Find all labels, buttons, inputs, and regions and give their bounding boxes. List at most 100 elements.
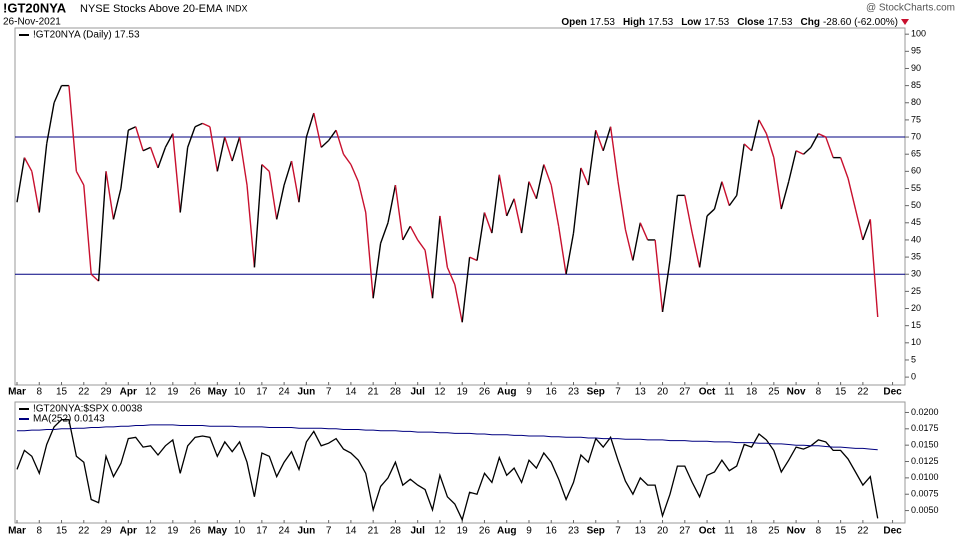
line-segment (535, 164, 545, 199)
line-segment (394, 184, 404, 241)
y-tick-label: 100 (911, 29, 926, 39)
y-tick-label: 45 (911, 217, 921, 227)
line-segment (787, 150, 797, 182)
line-segment (75, 171, 85, 186)
line-segment (246, 185, 256, 268)
line-segment (691, 232, 701, 268)
line-segment (780, 181, 790, 210)
down-arrow (901, 19, 909, 25)
y-tick-label: 30 (911, 269, 921, 279)
line-segment (595, 129, 604, 152)
y-tick-label: 85 (911, 80, 921, 90)
legend-label: MA(252) 0.0143 (33, 414, 105, 425)
line-segment (202, 122, 211, 128)
line-segment (454, 284, 463, 323)
line-segment (194, 122, 203, 128)
line-segment (669, 195, 679, 261)
quote-label: Close (737, 17, 765, 28)
x-tick-label: 12 (434, 387, 446, 398)
x-tick-label: Mar (8, 526, 26, 537)
line-segment (365, 212, 374, 299)
x-tick-label: 29 (100, 387, 112, 398)
line-segment (839, 157, 849, 179)
line-segment (632, 222, 641, 261)
quote-label: Chg (801, 17, 820, 28)
line-segment (446, 267, 456, 285)
x-tick-label: Oct (699, 387, 716, 398)
line-segment (498, 174, 508, 217)
line-segment (305, 112, 315, 138)
x-tick-label: Mar (8, 387, 26, 398)
line-segment (854, 208, 864, 241)
x-tick-label: 17 (256, 526, 268, 537)
x-tick-label: 15 (56, 387, 68, 398)
line-segment (142, 146, 151, 152)
line-segment (31, 171, 40, 213)
x-tick-label: Dec (883, 387, 902, 398)
line-segment (483, 212, 493, 234)
x-tick-label: Sep (587, 526, 605, 537)
line-segment (684, 195, 693, 234)
x-tick-label: 7 (615, 387, 621, 398)
x-tick-label: 26 (479, 526, 491, 537)
x-tick-label: 27 (679, 387, 691, 398)
x-tick-label: 29 (100, 526, 112, 537)
x-tick-label: 16 (546, 387, 558, 398)
line-segment (68, 85, 78, 172)
line-segment (825, 136, 834, 158)
x-tick-label: Apr (120, 387, 137, 398)
line-segment (38, 143, 48, 213)
y-tick-label: 55 (911, 183, 921, 193)
x-tick-label: 13 (635, 387, 647, 398)
x-tick-label: 21 (368, 387, 380, 398)
quote-value: 17.53 (704, 17, 729, 28)
line-segment (23, 157, 33, 172)
line-segment (795, 150, 804, 155)
x-tick-label: 28 (390, 387, 402, 398)
line-segment (164, 133, 174, 148)
line-segment (112, 188, 122, 220)
line-segment (750, 119, 760, 151)
x-tick-label: 27 (679, 526, 691, 537)
line-segment (179, 147, 189, 213)
line-segment (335, 129, 345, 155)
line-segment (342, 153, 352, 165)
line-segment (439, 215, 449, 268)
line-segment (409, 225, 419, 241)
source: @ StockCharts.com (866, 3, 955, 14)
x-tick-label: 14 (345, 526, 357, 537)
line-segment (743, 143, 753, 152)
x-tick-label: 15 (56, 526, 68, 537)
quote: Open 17.53 High 17.53 Low 17.53 Close 17.53 Chg -… (561, 17, 898, 28)
x-tick-label: 9 (526, 387, 532, 398)
line-segment (209, 126, 219, 172)
line-segment (818, 132, 827, 138)
line-segment (654, 239, 664, 313)
x-tick-label: 14 (345, 387, 357, 398)
x-tick-label: 28 (390, 526, 402, 537)
y-tick-label: 70 (911, 131, 921, 141)
line-segment (224, 136, 233, 162)
line-segment (216, 136, 226, 172)
y-tick-label: 0.0200 (911, 407, 939, 417)
line-segment (417, 239, 426, 251)
line-segment (268, 171, 278, 220)
line-segment (261, 163, 270, 172)
line-segment (491, 174, 500, 234)
y-tick-label: 90 (911, 63, 921, 73)
x-tick-label: 7 (615, 526, 621, 537)
line-segment (16, 157, 26, 203)
y-tick-label: 0 (911, 371, 916, 381)
line-segment (617, 181, 627, 230)
x-tick-label: 12 (145, 387, 157, 398)
line-segment (862, 219, 871, 241)
x-tick-label: 10 (234, 526, 246, 537)
line-segment (639, 222, 649, 241)
quote-label: High (623, 17, 645, 28)
line-segment (580, 167, 589, 186)
x-tick-label: Nov (787, 387, 806, 398)
date: 26-Nov-2021 (3, 17, 61, 28)
line-segment (45, 102, 55, 145)
x-tick-label: 8 (36, 526, 42, 537)
x-tick-label: Jun (297, 526, 315, 537)
